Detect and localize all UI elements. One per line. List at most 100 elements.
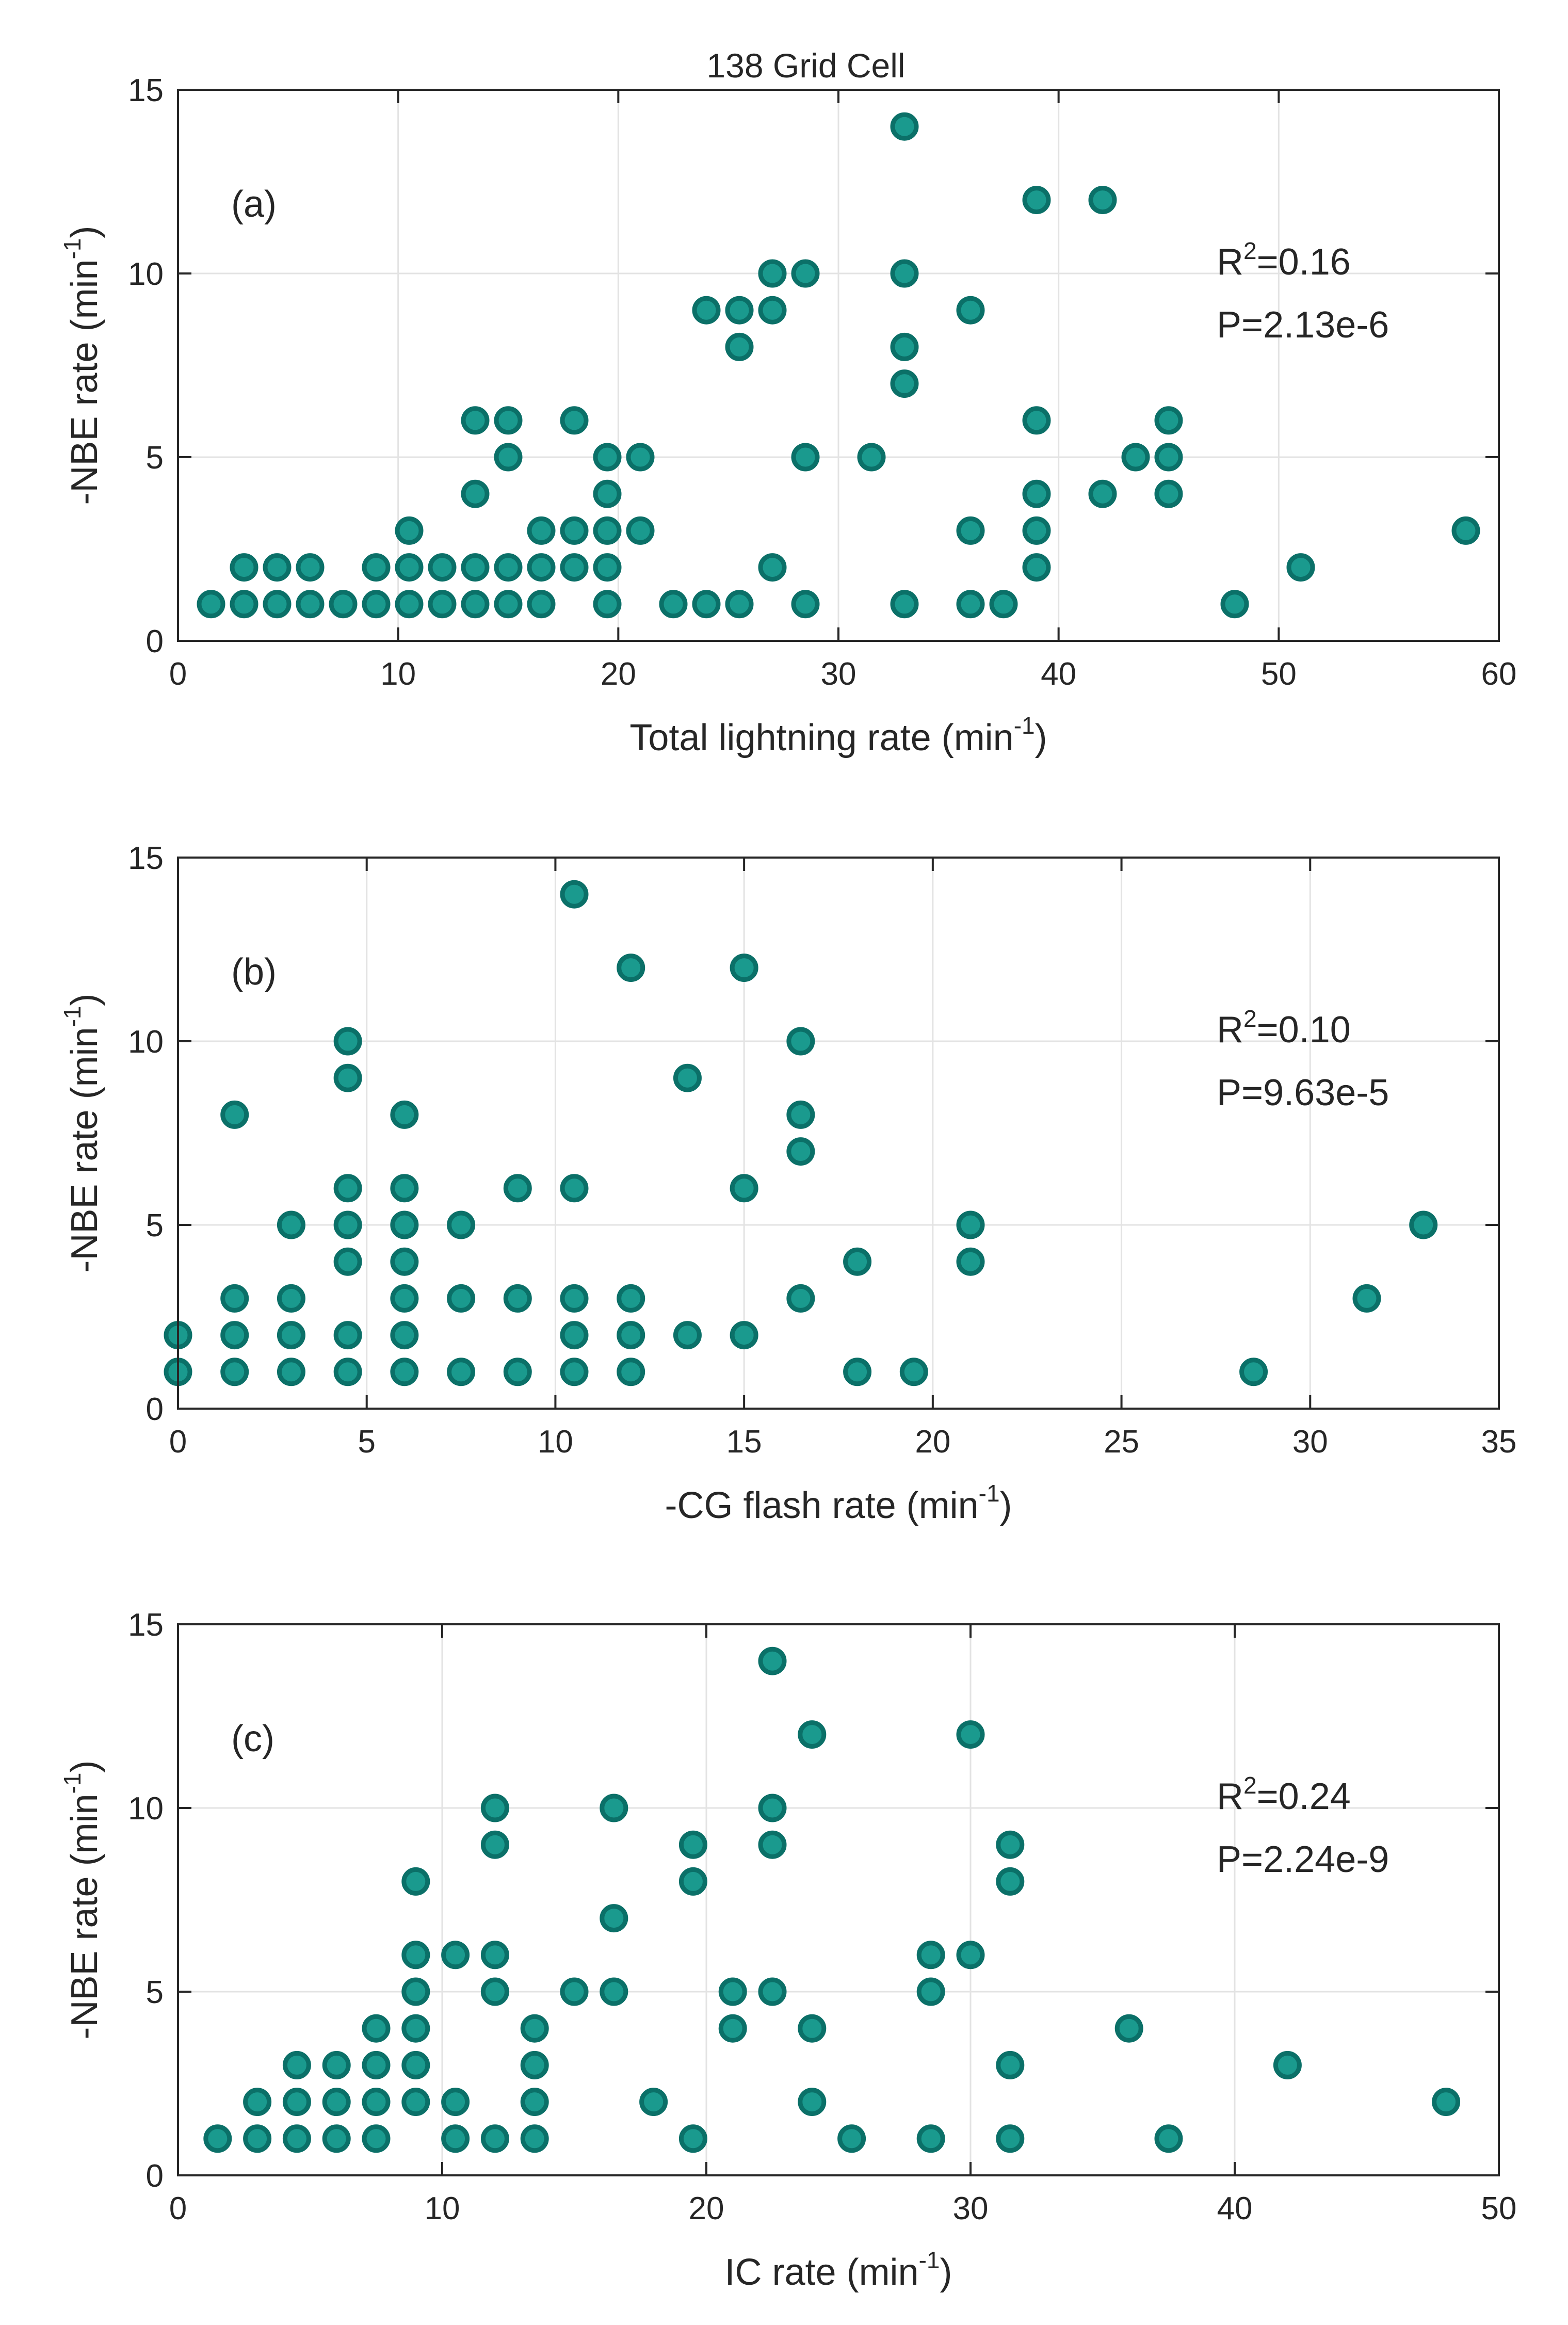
data-point (1088, 479, 1117, 508)
data-point (263, 553, 292, 582)
data-point (758, 296, 787, 325)
data-point (843, 1247, 872, 1276)
data-point (956, 1941, 985, 1969)
y-axis-label: -NBE rate (min-1) (59, 226, 105, 505)
data-point (639, 2088, 668, 2117)
data-point (786, 1284, 815, 1313)
data-point (718, 2014, 747, 2043)
panels: 0 10 20 30 40 50 60051015(a)R2=0.16P=2.13e-6To… (59, 73, 1516, 2293)
data-point (362, 2088, 391, 2117)
data-point (560, 880, 589, 909)
panel-label: (b) (231, 951, 277, 993)
data-point (197, 590, 225, 619)
data-point (520, 2088, 549, 2117)
data-point (996, 2050, 1025, 2079)
data-point (617, 1284, 645, 1313)
data-point (395, 590, 424, 619)
data-point (230, 553, 258, 582)
y-axis-label: -NBE rate (min-1) (59, 994, 105, 1273)
data-point (1409, 1210, 1438, 1239)
x-tick-label: 20 (689, 2191, 724, 2226)
data-point (996, 1867, 1025, 1896)
data-point (203, 2124, 232, 2153)
data-point (560, 516, 589, 545)
data-point (600, 1794, 628, 1822)
x-tick-label: 50 (1481, 2191, 1517, 2226)
data-point (758, 1794, 787, 1822)
data-point (791, 259, 820, 288)
data-point (725, 332, 754, 361)
data-point (956, 1210, 985, 1239)
panel-label: (c) (231, 1718, 274, 1759)
data-point (758, 259, 787, 288)
data-point (617, 1321, 645, 1350)
data-point (600, 1977, 628, 2006)
data-point (503, 1284, 532, 1313)
data-point (758, 553, 787, 582)
data-point (461, 553, 490, 582)
data-point (480, 1941, 509, 1969)
x-tick-label: 30 (1292, 1424, 1328, 1460)
y-tick-label: 0 (146, 2158, 164, 2194)
data-point (956, 296, 985, 325)
data-point (461, 479, 490, 508)
data-point (277, 1321, 305, 1350)
x-tick-label: 60 (1481, 656, 1517, 692)
data-point (758, 1830, 787, 1859)
data-point (401, 2014, 430, 2043)
x-tick-label: 20 (915, 1424, 950, 1460)
x-tick-label: 30 (821, 656, 856, 692)
data-point (1154, 406, 1183, 435)
data-point (730, 954, 758, 982)
plot-area (178, 858, 1499, 1409)
data-point (362, 2050, 391, 2079)
y-tick-label: 0 (146, 1392, 164, 1427)
data-point (362, 2124, 391, 2153)
data-point (996, 2124, 1025, 2153)
data-point (673, 1321, 702, 1350)
data-point (277, 1284, 305, 1313)
data-point (560, 1977, 589, 2006)
y-tick-label: 5 (146, 440, 164, 476)
data-point (282, 2124, 311, 2153)
data-point (560, 1358, 589, 1386)
data-point (480, 1830, 509, 1859)
data-point (890, 590, 919, 619)
data-point (390, 1321, 419, 1350)
data-point (593, 553, 622, 582)
x-tick-label: 40 (1041, 656, 1076, 692)
data-point (560, 1174, 589, 1203)
data-point (560, 1321, 589, 1350)
data-point (277, 1358, 305, 1386)
data-point (1432, 2088, 1461, 2117)
data-point (730, 1321, 758, 1350)
data-point (329, 590, 358, 619)
data-point (1022, 516, 1051, 545)
data-point (890, 369, 919, 398)
data-point (282, 2050, 311, 2079)
data-point (527, 590, 556, 619)
data-point (277, 1210, 305, 1239)
data-point (503, 1174, 532, 1203)
data-point (956, 590, 985, 619)
data-point (390, 1210, 419, 1239)
data-point (480, 2124, 509, 2153)
data-point (560, 1284, 589, 1313)
data-point (333, 1174, 362, 1203)
data-point (401, 1941, 430, 1969)
axes-box (177, 857, 1500, 1410)
data-point (494, 553, 523, 582)
data-point (296, 590, 325, 619)
x-tick-label: 5 (358, 1424, 375, 1460)
data-point (333, 1358, 362, 1386)
data-point (390, 1100, 419, 1129)
data-point (617, 954, 645, 982)
data-point (362, 590, 391, 619)
data-point (395, 516, 424, 545)
data-point (718, 1977, 747, 2006)
data-point (494, 443, 523, 472)
data-point (916, 1941, 945, 1969)
data-point (1451, 516, 1480, 545)
data-point (725, 296, 754, 325)
